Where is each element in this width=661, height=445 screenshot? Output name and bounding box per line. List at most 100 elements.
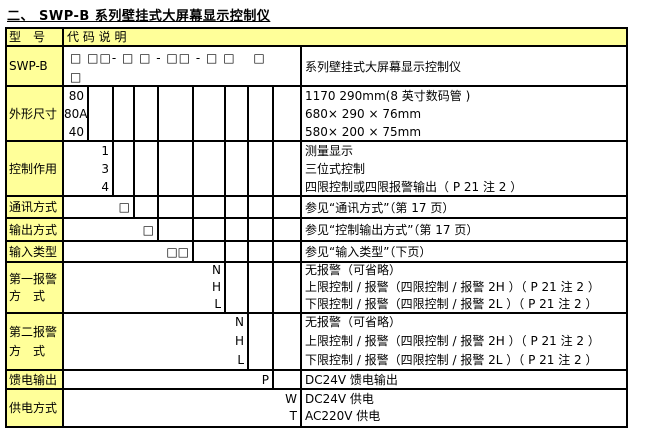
page-title: 二、 SWP-B 系列壁挂式大屏幕显示控制仪: [7, 9, 271, 24]
code-template-line2: □: [70, 70, 83, 84]
desc-cell-power: DC24V 供电 AC220V 供电: [302, 390, 626, 426]
desc-line: 测量显示: [305, 143, 354, 158]
code-value: P: [261, 372, 269, 387]
desc-cell-control: 测量显示 三位式控制 四限控制或四限报警输出（ P 21 注 2 ）: [302, 142, 626, 195]
desc-line: 参见“输入类型”（下页）: [305, 245, 432, 259]
code-cell-control: 1 3 4: [64, 142, 114, 195]
row-alarm2: 第二报警 方 式 N H L 无报警（可省略） 上限控制 / 报警（四限控制 /…: [7, 314, 626, 371]
row-model-template: SWP-B □ □□- □ □ - □□ - □ □ □ □ 系列壁挂式大屏幕显…: [7, 47, 626, 87]
code-template-line1: □ □□- □ □ - □□ - □ □ □: [70, 51, 266, 65]
desc-line: 上限控制 / 报警（四限控制 / 报警 2H ）（ P 21 注 2 ）: [305, 280, 600, 294]
code-grid-cell: [249, 263, 274, 312]
code-cell-input: □□: [64, 242, 194, 261]
code-value: H: [211, 280, 221, 294]
model-code-table: 型 号 代 码 说 明 SWP-B □ □□- □ □ - □□ - □ □ □…: [5, 27, 628, 428]
desc-line: 四限控制或四限报警输出（ P 21 注 2 ）: [305, 179, 523, 194]
code-grid-cell: [249, 197, 274, 217]
code-grid-cell: [226, 219, 249, 240]
code-value: T: [289, 409, 297, 423]
code-grid-cell: [135, 197, 159, 217]
row-alarm1: 第一报警 方 式 N H L 无报警（可省略） 上限控制 / 报警（四限控制 /…: [7, 263, 626, 314]
desc-line: 1170 290mm(8 英寸数码管 ): [305, 88, 471, 103]
desc-line: 无报警（可省略）: [305, 315, 402, 329]
code-grid-cell: [249, 219, 274, 240]
desc-line: 下限控制 / 报警（四限控制 / 报警 2L ）（ P 21 注 2 ）: [305, 353, 598, 367]
code-grid-cell: [249, 87, 274, 140]
code-grid-cell: [249, 314, 274, 369]
code-grid-cell: [194, 219, 226, 240]
row-label-output: 输出方式: [7, 219, 64, 240]
row-label-line: 方 式: [9, 343, 46, 358]
row-label-line: 第二报警: [9, 324, 58, 339]
code-grid-cell: [249, 242, 274, 261]
code-grid-cell: [274, 219, 302, 240]
code-value: 1: [101, 143, 109, 158]
code-placeholder-boxes: □ □□- □ □ - □□ - □ □ □ □: [64, 47, 302, 85]
code-grid-cell: [159, 197, 194, 217]
code-placeholder-box: □: [118, 200, 130, 214]
code-grid-cell: [159, 219, 194, 240]
row-input-type: 输入类型 □□ 参见“输入类型”（下页）: [7, 242, 626, 263]
desc-cell-alarm2: 无报警（可省略） 上限控制 / 报警（四限控制 / 报警 2H ）（ P 21 …: [302, 314, 626, 369]
code-grid-cell: [274, 242, 302, 261]
code-grid-cell: [274, 314, 302, 369]
code-value: 80A: [64, 106, 88, 121]
code-grid-cell: [89, 87, 114, 140]
code-grid-cell: [135, 142, 159, 195]
code-grid-cell: [226, 263, 249, 312]
code-value: L: [214, 297, 221, 311]
code-placeholder-box: □: [142, 222, 154, 237]
row-communication: 通讯方式 □ 参见“通讯方式”（第 17 页）: [7, 197, 626, 219]
code-cell-alarm2: N H L: [64, 314, 249, 369]
code-grid-cell: [135, 87, 159, 140]
code-value: 3: [101, 161, 109, 176]
desc-line: 三位式控制: [305, 161, 366, 176]
row-label-input: 输入类型: [7, 242, 64, 261]
desc-line: 680× 290 × 76mm: [305, 106, 422, 121]
code-grid-cell: [114, 87, 135, 140]
code-value: 40: [68, 124, 84, 139]
desc-line: 系列壁挂式大屏幕显示控制仪: [305, 59, 462, 74]
code-cell-feed: P: [64, 371, 274, 388]
desc-cell-alarm1: 无报警（可省略） 上限控制 / 报警（四限控制 / 报警 2H ）（ P 21 …: [302, 263, 626, 312]
header-model-cell: 型 号: [7, 29, 64, 45]
desc-line: 无报警（可省略）: [305, 263, 402, 277]
code-grid-cell: [274, 263, 302, 312]
desc-cell-feed: DC24V 馈电输出: [302, 371, 626, 388]
code-grid-cell: [274, 142, 302, 195]
desc-line: AC220V 供电: [305, 409, 381, 423]
header-code-desc-cell: 代 码 说 明: [64, 29, 626, 45]
code-cell-alarm1: N H L: [64, 263, 226, 312]
table-header-row: 型 号 代 码 说 明: [7, 29, 626, 47]
code-grid-cell: [226, 142, 249, 195]
row-label-dimensions: 外形尺寸: [7, 87, 64, 140]
code-grid-cell: [114, 142, 135, 195]
code-value: N: [212, 263, 221, 277]
row-label-line: 第一报警: [9, 271, 58, 286]
code-grid-cell: [226, 242, 249, 261]
desc-line: 参见“控制输出方式”（第 17 页）: [305, 223, 479, 237]
code-grid-cell: [274, 87, 302, 140]
desc-cell-output: 参见“控制输出方式”（第 17 页）: [302, 219, 626, 240]
model-desc-cell: 系列壁挂式大屏幕显示控制仪: [302, 47, 626, 85]
model-name-cell: SWP-B: [7, 47, 64, 85]
code-value: 4: [101, 179, 109, 194]
desc-line: 下限控制 / 报警（四限控制 / 报警 2L ）（ P 21 注 2 ）: [305, 297, 598, 311]
code-grid-cell: [159, 142, 194, 195]
code-cell-output: □: [64, 219, 159, 240]
row-dimensions: 外形尺寸 80 80A 40 1170 290mm(8 英寸数码管 ) 680×…: [7, 87, 626, 142]
code-grid-cell: [194, 242, 226, 261]
code-value: H: [234, 334, 244, 348]
row-label-communication: 通讯方式: [7, 197, 64, 217]
code-cell-power: W T: [64, 390, 302, 426]
code-grid-cell: [249, 142, 274, 195]
code-cell-dimensions: 80 80A 40: [64, 87, 89, 140]
row-label-alarm1: 第一报警 方 式: [7, 263, 64, 312]
code-value: 80: [68, 88, 84, 103]
row-power-supply: 供电方式 W T DC24V 供电 AC220V 供电: [7, 390, 626, 426]
row-label-feed: 馈电输出: [7, 371, 64, 388]
code-value: N: [235, 315, 244, 329]
desc-cell-communication: 参见“通讯方式”（第 17 页）: [302, 197, 626, 217]
code-grid-cell: [274, 197, 302, 217]
desc-line: DC24V 馈电输出: [305, 373, 398, 387]
